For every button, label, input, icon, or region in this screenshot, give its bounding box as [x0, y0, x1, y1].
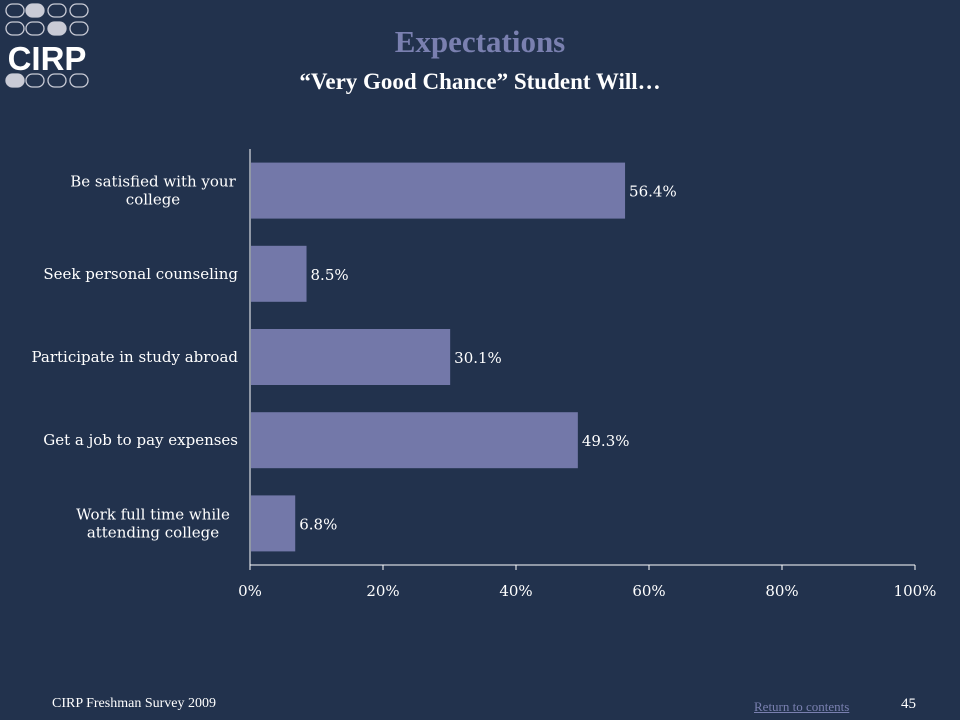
bar [251, 412, 578, 469]
bar [251, 495, 296, 552]
logo-pill [69, 21, 89, 36]
category-label: Participate in study abroad [31, 348, 238, 366]
logo-pill [69, 3, 89, 18]
logo-pill [5, 3, 25, 18]
return-to-contents-link[interactable]: Return to contents [754, 699, 850, 714]
x-tick-label: 100% [894, 582, 937, 600]
x-tick-label: 80% [765, 582, 798, 600]
category-label: Get a job to pay expenses [43, 431, 238, 449]
logo-pill [25, 3, 45, 18]
logo-pill [47, 3, 67, 18]
category-label: Work full time while attending college [76, 505, 230, 541]
bar [251, 245, 307, 302]
slide-subtitle: “Very Good Chance” Student Will… [299, 69, 661, 94]
slide-title: Expectations [394, 24, 566, 59]
bar-value-label: 49.3% [582, 432, 630, 450]
logo-pill [47, 73, 67, 88]
bar [251, 329, 451, 385]
logo-pill [5, 21, 25, 36]
x-tick-label: 0% [238, 582, 262, 600]
x-tick-label: 40% [499, 582, 532, 600]
x-tick-label: 60% [632, 582, 665, 600]
bar-value-label: 56.4% [629, 183, 677, 201]
logo-pill-grid [5, 3, 89, 88]
bar [251, 162, 626, 219]
footer-survey-label: CIRP Freshman Survey 2009 [52, 696, 216, 711]
bar-value-label: 30.1% [454, 349, 502, 367]
logo-pill [47, 21, 67, 36]
cirp-logo: CIRP [5, 3, 89, 88]
bar-value-label: 6.8% [299, 515, 337, 533]
category-label: Be satisfied with your college [70, 173, 236, 209]
bar-value-label: 8.5% [311, 266, 349, 284]
logo-pill [25, 73, 45, 88]
x-tick-label: 20% [366, 582, 399, 600]
page-number: 45 [901, 696, 916, 712]
logo-pill [25, 21, 45, 36]
logo-pill [5, 73, 25, 88]
logo-pill [69, 73, 89, 88]
logo-text: CIRP [8, 40, 87, 77]
category-label: Seek personal counseling [43, 265, 238, 283]
